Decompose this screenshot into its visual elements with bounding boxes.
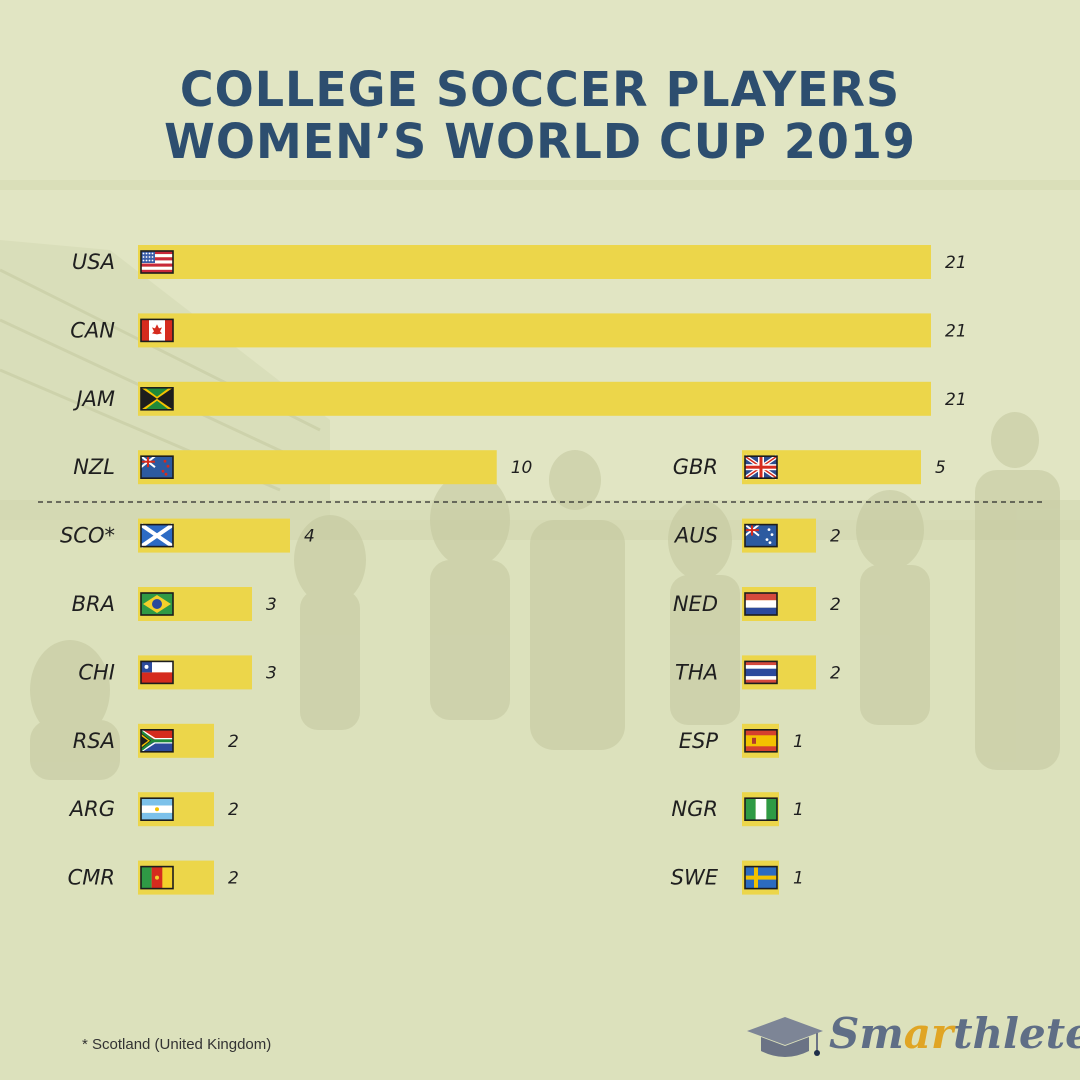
australia-flag-icon xyxy=(744,523,778,548)
sweden-flag-icon xyxy=(744,865,778,890)
country-label-nzl: NZL xyxy=(73,455,115,479)
jamaica-flag-icon xyxy=(140,386,174,411)
thailand-flag-icon xyxy=(744,660,778,685)
country-label-can: CAN xyxy=(70,318,115,342)
country-label-aus: AUS xyxy=(673,524,718,548)
value-label-rsa: 2 xyxy=(228,732,239,752)
country-label-gbr: GBR xyxy=(673,455,718,479)
value-label-aus: 2 xyxy=(830,527,841,547)
country-label-arg: ARG xyxy=(68,797,115,821)
nigeria-flag-icon xyxy=(744,797,778,822)
value-label-tha: 2 xyxy=(830,663,841,683)
value-label-swe: 1 xyxy=(793,869,804,889)
country-label-rsa: RSA xyxy=(73,729,115,753)
usa-flag-icon xyxy=(140,250,174,274)
value-label-chi: 3 xyxy=(266,663,277,683)
value-label-gbr: 5 xyxy=(935,458,946,478)
value-label-esp: 1 xyxy=(793,732,804,752)
country-label-chi: CHI xyxy=(78,660,115,684)
chart-title-line2: WOMEN’S WORLD CUP 2019 xyxy=(164,112,916,170)
argentina-flag-icon xyxy=(140,797,174,822)
bar-usa xyxy=(138,245,931,279)
value-label-arg: 2 xyxy=(228,800,239,820)
value-label-ngr: 1 xyxy=(793,800,804,820)
netherlands-flag-icon xyxy=(744,592,778,616)
value-label-bra: 3 xyxy=(266,595,277,615)
value-label-can: 21 xyxy=(945,321,967,341)
country-label-sco: SCO* xyxy=(60,524,115,548)
uk-flag-icon xyxy=(743,454,779,480)
brazil-flag-icon xyxy=(140,592,174,616)
value-label-usa: 21 xyxy=(945,253,967,273)
country-label-bra: BRA xyxy=(72,592,115,616)
brand-name: Smarthlete xyxy=(829,1009,1080,1058)
south-africa-flag-icon xyxy=(140,728,174,753)
chart-title-line1: COLLEGE SOCCER PLAYERS xyxy=(179,60,901,118)
country-label-ngr: NGR xyxy=(671,797,718,821)
chile-flag-icon xyxy=(140,660,174,685)
country-label-esp: ESP xyxy=(679,729,719,753)
value-label-jam: 21 xyxy=(945,390,967,410)
cameroon-flag-icon xyxy=(140,865,174,890)
country-label-jam: JAM xyxy=(72,387,115,411)
graduation-cap-icon xyxy=(747,1017,823,1057)
bar-can xyxy=(138,313,931,348)
bar-jam xyxy=(138,381,931,416)
value-label-cmr: 2 xyxy=(228,869,239,889)
spain-flag-icon xyxy=(744,728,778,753)
country-label-usa: USA xyxy=(72,250,115,274)
value-label-nzl: 10 xyxy=(511,458,533,478)
country-label-swe: SWE xyxy=(671,866,719,890)
value-label-sco: 4 xyxy=(304,527,315,547)
canada-flag-icon xyxy=(140,318,174,343)
country-label-tha: THA xyxy=(675,660,718,684)
bar-nzl xyxy=(138,450,497,485)
country-label-cmr: CMR xyxy=(68,866,115,890)
country-label-ned: NED xyxy=(673,592,718,616)
scotland-flag-icon xyxy=(139,522,175,549)
value-label-ned: 2 xyxy=(830,595,841,615)
smarthlete-logo: Smarthlete xyxy=(745,1005,1080,1065)
new-zealand-flag-icon xyxy=(140,455,174,480)
footnote: * Scotland (United Kingdom) xyxy=(82,1036,272,1053)
